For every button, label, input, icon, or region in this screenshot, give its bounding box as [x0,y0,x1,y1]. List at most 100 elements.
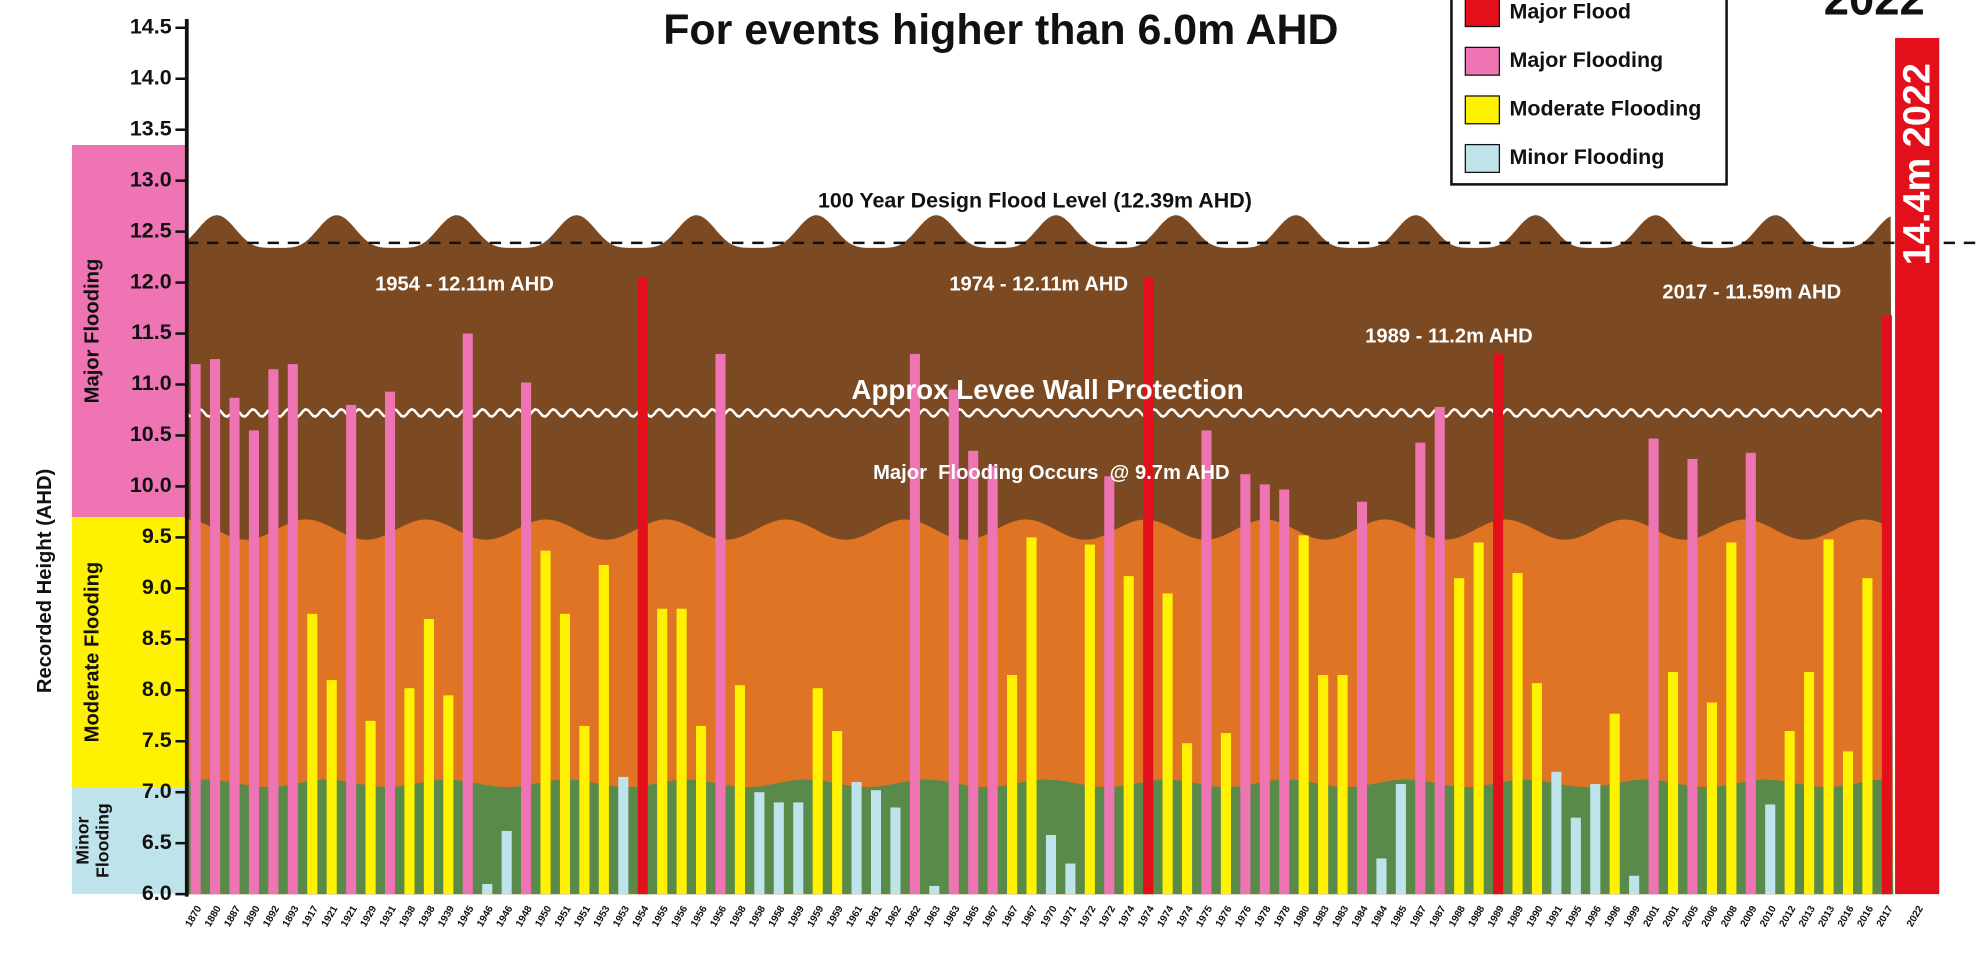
bar [1357,502,1367,894]
bar [327,680,337,894]
bar [366,721,376,894]
bar [1532,683,1542,894]
y-tick-label: 13.5 [130,116,172,140]
legend-swatch [1465,96,1499,124]
bar [1493,354,1503,894]
bar [1610,714,1620,894]
bar [715,354,725,894]
y-tick-label: 13.0 [130,167,172,191]
bar [268,369,278,894]
bar [288,364,298,894]
bar [1649,439,1659,895]
bar [1007,675,1017,894]
legend-swatch [1465,145,1499,173]
bar [754,792,764,894]
bar [988,466,998,894]
bar [1046,835,1056,894]
bar [813,688,823,894]
bar [1201,430,1211,894]
zone-label: Major Flooding [82,259,104,404]
bar [1396,784,1406,894]
chart-title: For events higher than 6.0m AHD [663,6,1338,54]
bar [1629,876,1639,894]
y-tick-label: 8.5 [142,626,172,650]
bar [638,277,648,894]
bar [871,790,881,894]
bar [1338,675,1348,894]
bar [385,392,395,894]
bar [1804,672,1814,894]
bar [929,886,939,894]
bar [1065,864,1075,895]
bar [1687,459,1697,894]
bar [1182,743,1192,894]
bar [443,695,453,894]
bar [968,451,978,894]
bar [890,807,900,894]
bar [404,688,414,894]
bar [1279,489,1289,894]
bar [1435,407,1445,894]
bar [793,802,803,894]
bar [540,551,550,894]
bar-label: 14.4m 2022 [1897,63,1939,265]
bar [657,609,667,894]
bar [502,831,512,894]
bar [1668,672,1678,894]
y-tick-label: 9.0 [142,575,172,599]
legend-swatch [1465,0,1499,27]
zone-label: Moderate Flooding [82,562,104,743]
bar [1240,474,1250,894]
legend-label: Major Flood [1509,0,1631,23]
annotation: Approx Levee Wall Protection [851,374,1243,405]
bar [307,614,317,894]
annotation: Major Flooding Occurs @ 9.7m AHD [873,462,1229,484]
bar [1474,542,1484,894]
legend-swatch [1465,47,1499,75]
bar [1026,537,1036,894]
bar [1765,804,1775,894]
bar [1746,453,1756,894]
bar [1318,675,1328,894]
legend-label: Moderate Flooding [1509,97,1701,121]
y-tick-label: 6.5 [142,830,172,854]
bar [1785,731,1795,894]
bar [1163,593,1173,894]
bar [191,364,201,894]
y-axis-title: Recorded Height (AHD) [34,469,56,693]
y-tick-label: 7.0 [142,779,172,803]
legend-label: Minor Flooding [1509,145,1664,169]
bar [910,354,920,894]
bar [1551,772,1561,894]
bar [1571,818,1581,894]
y-tick-label: 11.5 [131,320,172,344]
y-tick-label: 9.5 [142,524,172,548]
annotation: 1974 - 12.11m AHD [949,274,1128,296]
y-tick-label: 14.0 [130,65,172,89]
bar [1260,484,1270,894]
bar [1124,576,1134,894]
chart: 100 Year Design Flood Level (12.39m AHD)… [0,0,1979,956]
bar [229,398,239,894]
bar [832,731,842,894]
bar [1726,542,1736,894]
bar [1085,545,1095,895]
y-tick-label: 14.5 [130,14,172,38]
corner-label: 2022 [1824,0,1925,25]
bar [774,802,784,894]
bar [1221,733,1231,894]
y-tick-label: 7.5 [142,728,172,752]
bar [599,565,609,894]
design-level-label: 100 Year Design Flood Level (12.39m AHD) [818,189,1252,213]
page: {"chart_data": { "type": "bar", "title":… [0,0,1979,956]
bar [1823,539,1833,894]
y-tick-label: 8.0 [142,677,172,701]
y-tick-label: 12.0 [130,269,172,293]
y-tick-label: 10.0 [130,473,172,497]
bar [852,782,862,894]
legend-label: Major Flooding [1509,48,1663,72]
bar [696,726,706,894]
bar [618,777,628,894]
bar [1376,858,1386,894]
bar [482,884,492,894]
